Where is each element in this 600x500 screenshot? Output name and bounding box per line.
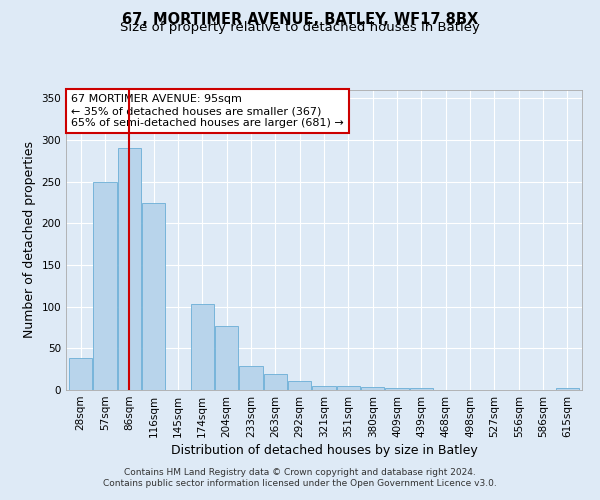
Y-axis label: Number of detached properties: Number of detached properties: [23, 142, 36, 338]
Bar: [361, 386, 384, 390]
Bar: [239, 366, 263, 390]
Text: Contains HM Land Registry data © Crown copyright and database right 2024.
Contai: Contains HM Land Registry data © Crown c…: [103, 468, 497, 487]
Bar: [118, 148, 141, 390]
Bar: [142, 202, 165, 390]
Bar: [69, 358, 92, 390]
Bar: [337, 386, 360, 390]
Bar: [215, 326, 238, 390]
Bar: [94, 182, 116, 390]
Bar: [191, 304, 214, 390]
Bar: [556, 388, 579, 390]
Bar: [385, 388, 409, 390]
Text: Size of property relative to detached houses in Batley: Size of property relative to detached ho…: [120, 22, 480, 35]
Text: 67, MORTIMER AVENUE, BATLEY, WF17 8BX: 67, MORTIMER AVENUE, BATLEY, WF17 8BX: [122, 12, 478, 28]
Bar: [410, 388, 433, 390]
X-axis label: Distribution of detached houses by size in Batley: Distribution of detached houses by size …: [170, 444, 478, 457]
Text: 67 MORTIMER AVENUE: 95sqm
← 35% of detached houses are smaller (367)
65% of semi: 67 MORTIMER AVENUE: 95sqm ← 35% of detac…: [71, 94, 344, 128]
Bar: [288, 381, 311, 390]
Bar: [313, 386, 335, 390]
Bar: [264, 374, 287, 390]
